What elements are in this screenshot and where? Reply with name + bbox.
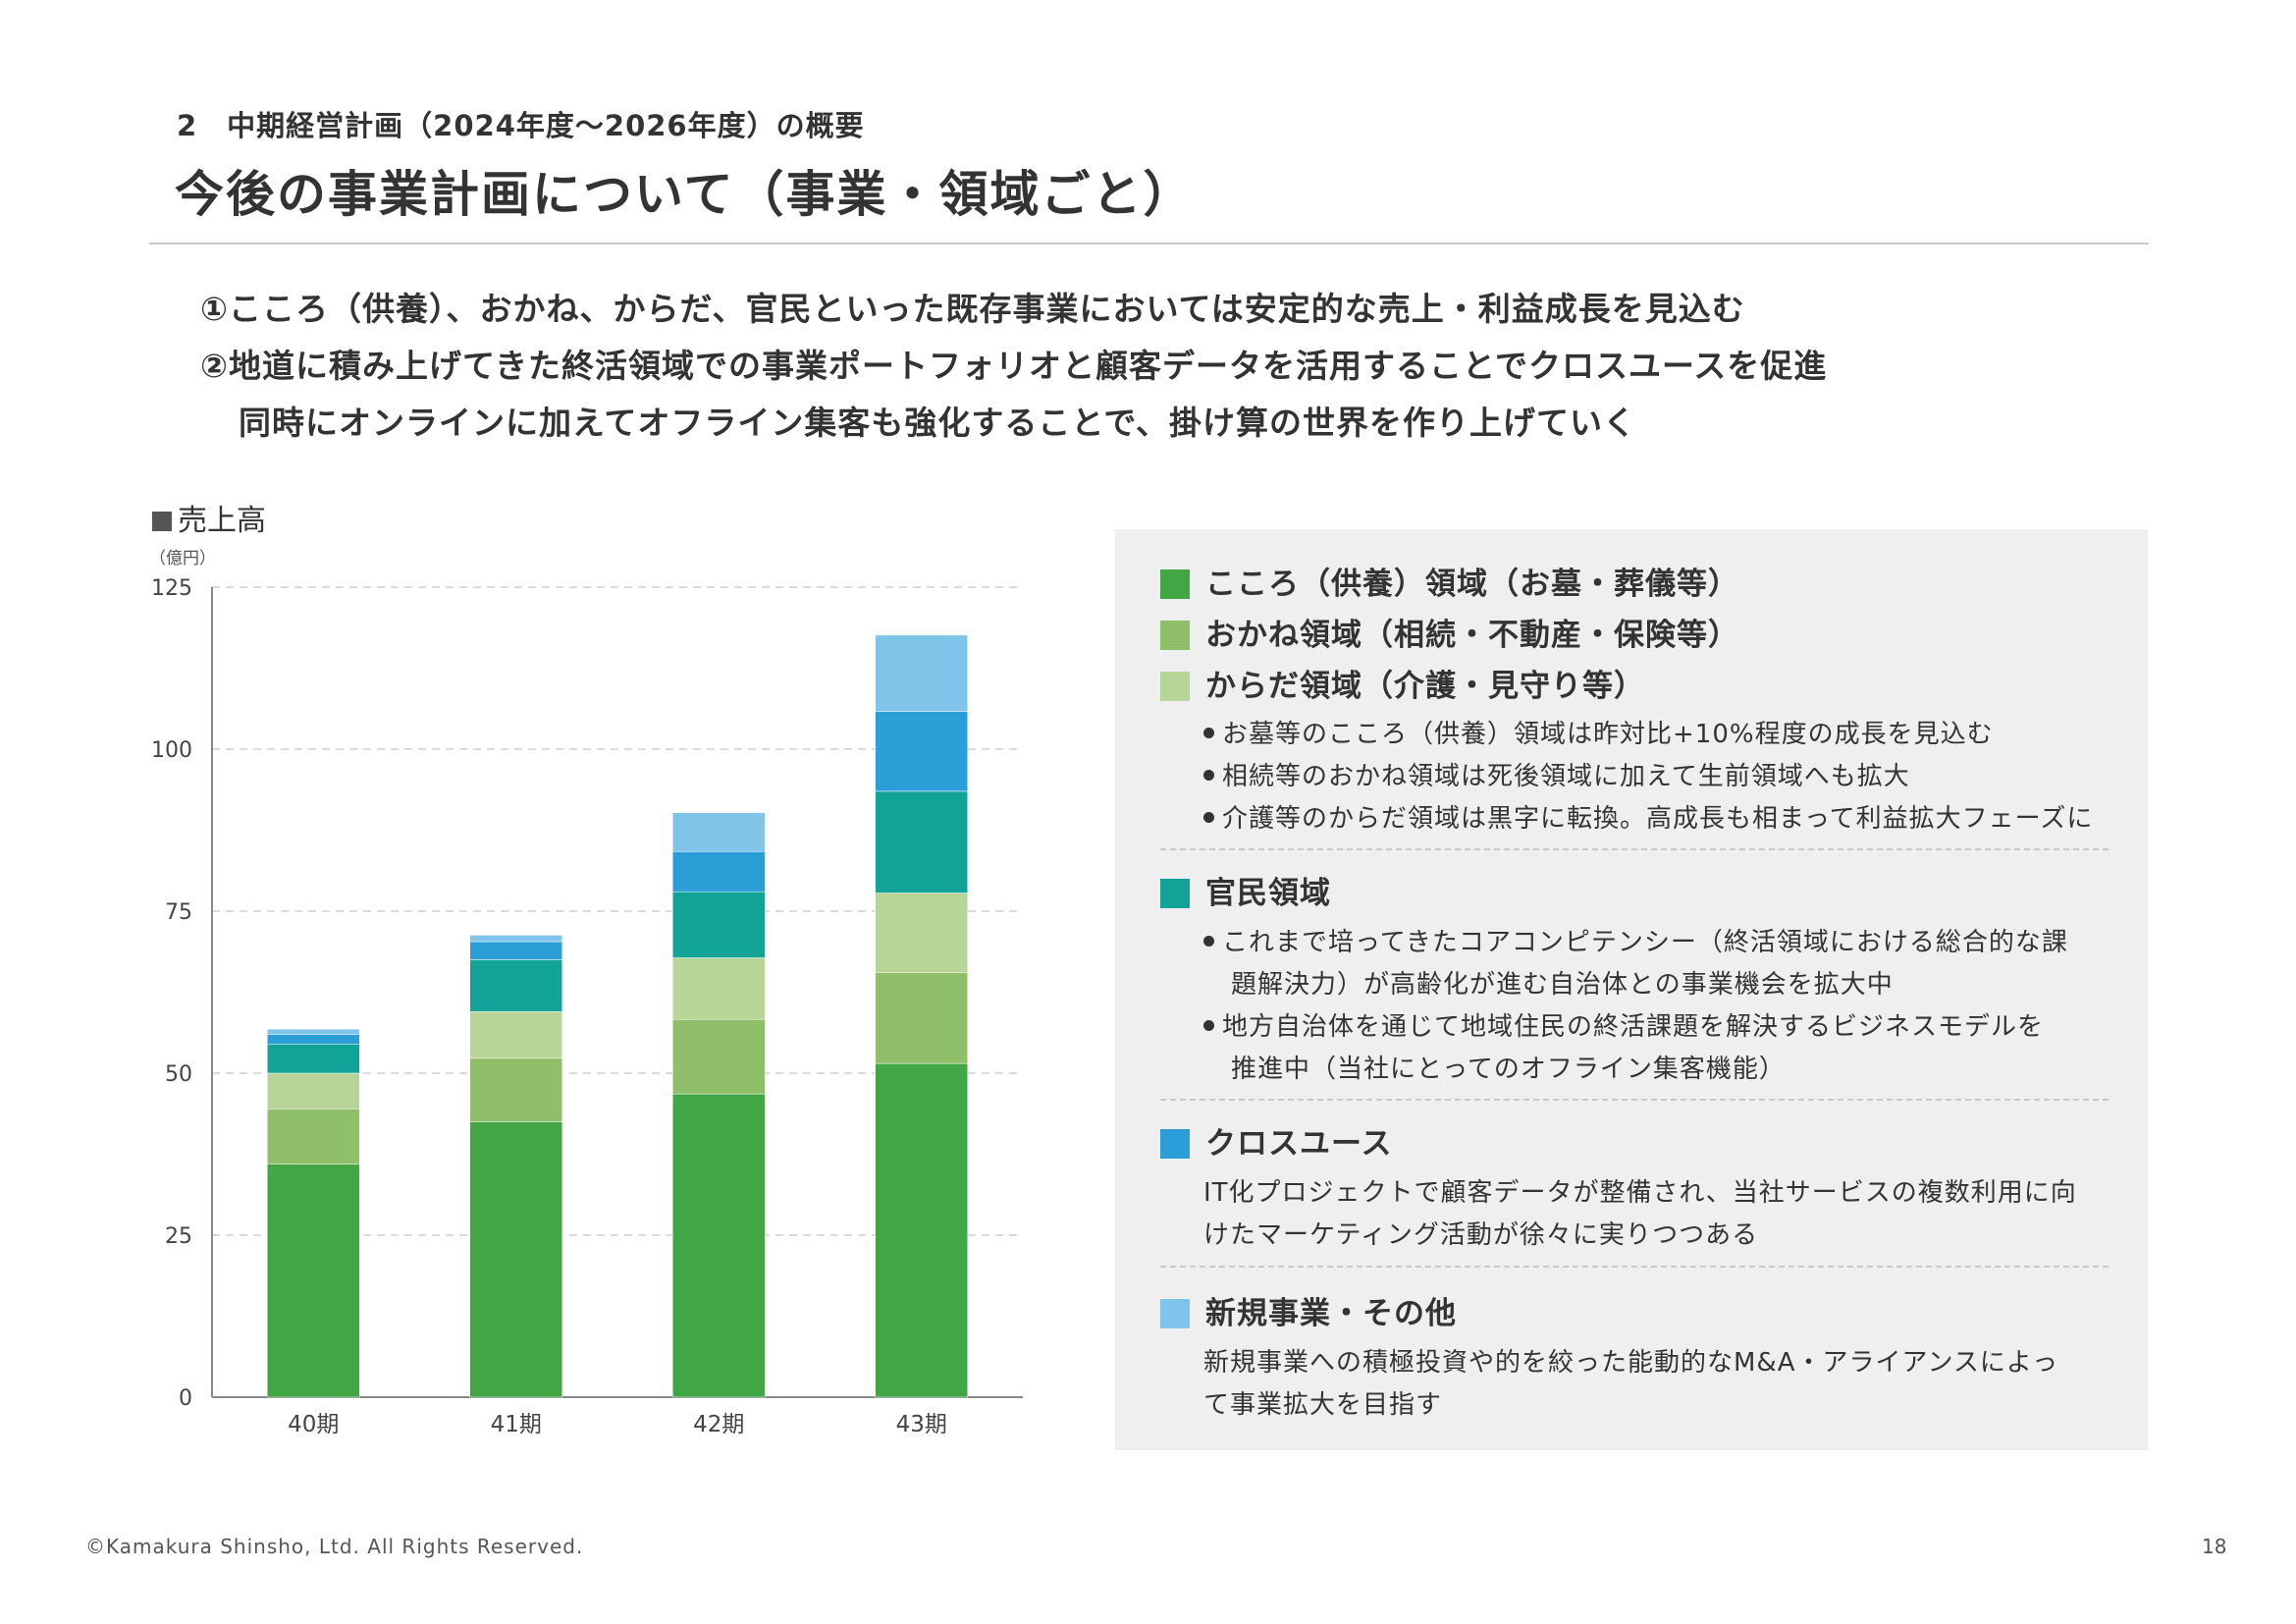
bar-segment bbox=[469, 935, 562, 943]
y-tick-label: 75 bbox=[165, 900, 192, 925]
x-axis-labels: 40期 41期 42期 43期 bbox=[288, 1412, 947, 1437]
page-number: 18 bbox=[2202, 1535, 2227, 1558]
legend-bullet-continuation: 推進中（当社にとってのオフライン集客機能） bbox=[1231, 1055, 1786, 1084]
bar-segment bbox=[267, 1034, 360, 1045]
chart-heading-text: 売上高 bbox=[178, 504, 266, 538]
summary-line-3: 同時にオンラインに加えてオフライン集客も強化することで、掛け算の世界を作り上げて… bbox=[239, 404, 1637, 442]
section-label: 2 中期経営計画（2024年度～2026年度）の概要 bbox=[177, 109, 865, 142]
legend-label-kanmin: 官民領域 bbox=[1205, 876, 1331, 911]
legend-swatch-kanmin bbox=[1160, 879, 1190, 908]
legend-divider bbox=[1160, 1099, 2109, 1101]
legend-bullet-text: これまで培ってきたコアコンピテンシー（終活領域における総合的な課 bbox=[1222, 928, 2068, 957]
legend-bullet: 相続等のおかね領域は死後領域に加えて生前領域へも拡大 bbox=[1203, 756, 1910, 792]
legend-text: IT化プロジェクトで顧客データが整備され、当社サービスの複数利用に向 bbox=[1203, 1178, 2077, 1208]
legend-bullet-continuation: 題解決力）が高齢化が進む自治体との事業機会を拡大中 bbox=[1231, 970, 1894, 1000]
legend-bullet: 介護等のからだ領域は黒字に転換。高成長も相まって利益拡大フェーズに bbox=[1203, 798, 2093, 835]
page-title: 今後の事業計画について（事業・領域ごと） bbox=[175, 166, 1195, 223]
legend-bullet: 地方自治体を通じて地域住民の終活課題を解決するビジネスモデルを bbox=[1203, 1006, 2044, 1043]
bar-segment bbox=[672, 957, 766, 1020]
y-axis-labels: 0 25 50 75 100 125 bbox=[151, 576, 192, 1411]
legend-text: 新規事業への積極投資や的を絞った能動的なM&A・アライアンスによっ bbox=[1203, 1348, 2059, 1378]
legend-swatch-okane bbox=[1160, 621, 1190, 650]
sales-chart: （億円） 0 25 50 75 100 125 40期 41期 42期 43期 bbox=[149, 549, 1023, 1437]
square-bullet-icon bbox=[152, 512, 172, 531]
legend-label-new-business: 新規事業・その他 bbox=[1205, 1296, 1457, 1331]
x-tick-label: 41期 bbox=[491, 1412, 542, 1437]
legend-swatch-karada bbox=[1160, 672, 1190, 701]
legend-bullet: お墓等のこころ（供養）領域は昨対比+10%程度の成長を見込む bbox=[1203, 714, 1994, 750]
chart-unit-label: （億円） bbox=[149, 549, 216, 568]
bar-segment bbox=[469, 1011, 562, 1059]
legend-swatch-crossuse bbox=[1160, 1129, 1190, 1159]
legend-divider bbox=[1160, 1266, 2109, 1268]
bar-segment bbox=[267, 1044, 360, 1074]
legend-item-new-business: 新規事業・その他 bbox=[1160, 1288, 1457, 1332]
bar-segment bbox=[267, 1072, 360, 1110]
bar-segment bbox=[469, 941, 562, 960]
bar-segment bbox=[267, 1109, 360, 1164]
x-tick-label: 40期 bbox=[288, 1412, 339, 1437]
legend-label-karada: からだ領域（介護・見守り等） bbox=[1205, 669, 1645, 704]
bar-segment bbox=[267, 1028, 360, 1035]
legend-swatch-new-business bbox=[1160, 1299, 1190, 1328]
bullet-dot-icon bbox=[1203, 812, 1214, 823]
bar-segment bbox=[875, 972, 968, 1064]
title-divider bbox=[149, 243, 2149, 244]
y-tick-label: 0 bbox=[179, 1386, 192, 1411]
legend-label-okane: おかね領域（相続・不動産・保険等） bbox=[1205, 618, 1739, 653]
legend-bullet-text: 介護等のからだ領域は黒字に転換。高成長も相まって利益拡大フェーズに bbox=[1222, 804, 2094, 834]
chart-heading: 売上高 bbox=[152, 496, 266, 539]
legend-bullet-text: 地方自治体を通じて地域住民の終活課題を解決するビジネスモデルを bbox=[1222, 1012, 2045, 1042]
y-tick-label: 25 bbox=[165, 1224, 192, 1249]
legend-text: て事業拡大を目指す bbox=[1203, 1390, 1443, 1420]
bar-segment bbox=[875, 1062, 968, 1398]
bullet-dot-icon bbox=[1203, 770, 1214, 781]
bar-segment bbox=[672, 891, 766, 958]
legend-item-karada: からだ領域（介護・見守り等） bbox=[1160, 661, 1645, 705]
bar-segment bbox=[469, 959, 562, 1012]
bar-segment bbox=[672, 851, 766, 893]
x-tick-label: 43期 bbox=[896, 1412, 947, 1437]
bar-segment bbox=[469, 1057, 562, 1122]
bar-segment bbox=[875, 790, 968, 893]
bar-segment bbox=[875, 893, 968, 973]
bar-segment bbox=[267, 1164, 360, 1398]
bar-segment bbox=[672, 812, 766, 852]
legend-item-kokoro: こころ（供養）領域（お墓・葬儀等） bbox=[1160, 559, 1739, 603]
bullet-dot-icon bbox=[1203, 728, 1214, 738]
y-tick-label: 50 bbox=[165, 1062, 192, 1087]
bar-segment bbox=[875, 711, 968, 792]
legend-item-okane: おかね領域（相続・不動産・保険等） bbox=[1160, 610, 1739, 654]
x-tick-label: 42期 bbox=[693, 1412, 744, 1437]
legend-bullet-text: 相続等のおかね領域は死後領域に加えて生前領域へも拡大 bbox=[1222, 762, 1910, 791]
y-tick-label: 125 bbox=[151, 576, 192, 601]
chart-bars bbox=[267, 634, 968, 1398]
summary-line-1: ①こころ（供養）、おかね、からだ、官民といった既存事業においては安定的な売上・利… bbox=[200, 290, 1745, 328]
bullet-dot-icon bbox=[1203, 936, 1214, 947]
legend-text: けたマーケティング活動が徐々に実りつつある bbox=[1203, 1220, 1759, 1250]
legend-item-crossuse: クロスユース bbox=[1160, 1118, 1392, 1163]
legend-panel: こころ（供養）領域（お墓・葬儀等） おかね領域（相続・不動産・保険等） からだ領… bbox=[1115, 529, 2148, 1450]
bar-segment bbox=[875, 634, 968, 712]
legend-divider bbox=[1160, 848, 2109, 850]
legend-bullet-text: お墓等のこころ（供養）領域は昨対比+10%程度の成長を見込む bbox=[1222, 720, 1994, 749]
bar-segment bbox=[672, 1093, 766, 1398]
legend-label-kokoro: こころ（供養）領域（お墓・葬儀等） bbox=[1205, 567, 1739, 602]
y-tick-label: 100 bbox=[151, 738, 192, 763]
bar-segment bbox=[672, 1018, 766, 1095]
legend-swatch-kokoro bbox=[1160, 569, 1190, 599]
bullet-dot-icon bbox=[1203, 1020, 1214, 1031]
legend-bullet: これまで培ってきたコアコンピテンシー（終活領域における総合的な課 bbox=[1203, 922, 2068, 958]
bar-segment bbox=[469, 1121, 562, 1398]
legend-item-kanmin: 官民領域 bbox=[1160, 868, 1331, 912]
legend-label-crossuse: クロスユース bbox=[1205, 1126, 1393, 1162]
summary-line-2: ②地道に積み上げてきた終活領域での事業ポートフォリオと顧客データを活用することで… bbox=[200, 347, 1828, 385]
footer-copyright: ©Kamakura Shinsho, Ltd. All Rights Reser… bbox=[85, 1535, 584, 1558]
